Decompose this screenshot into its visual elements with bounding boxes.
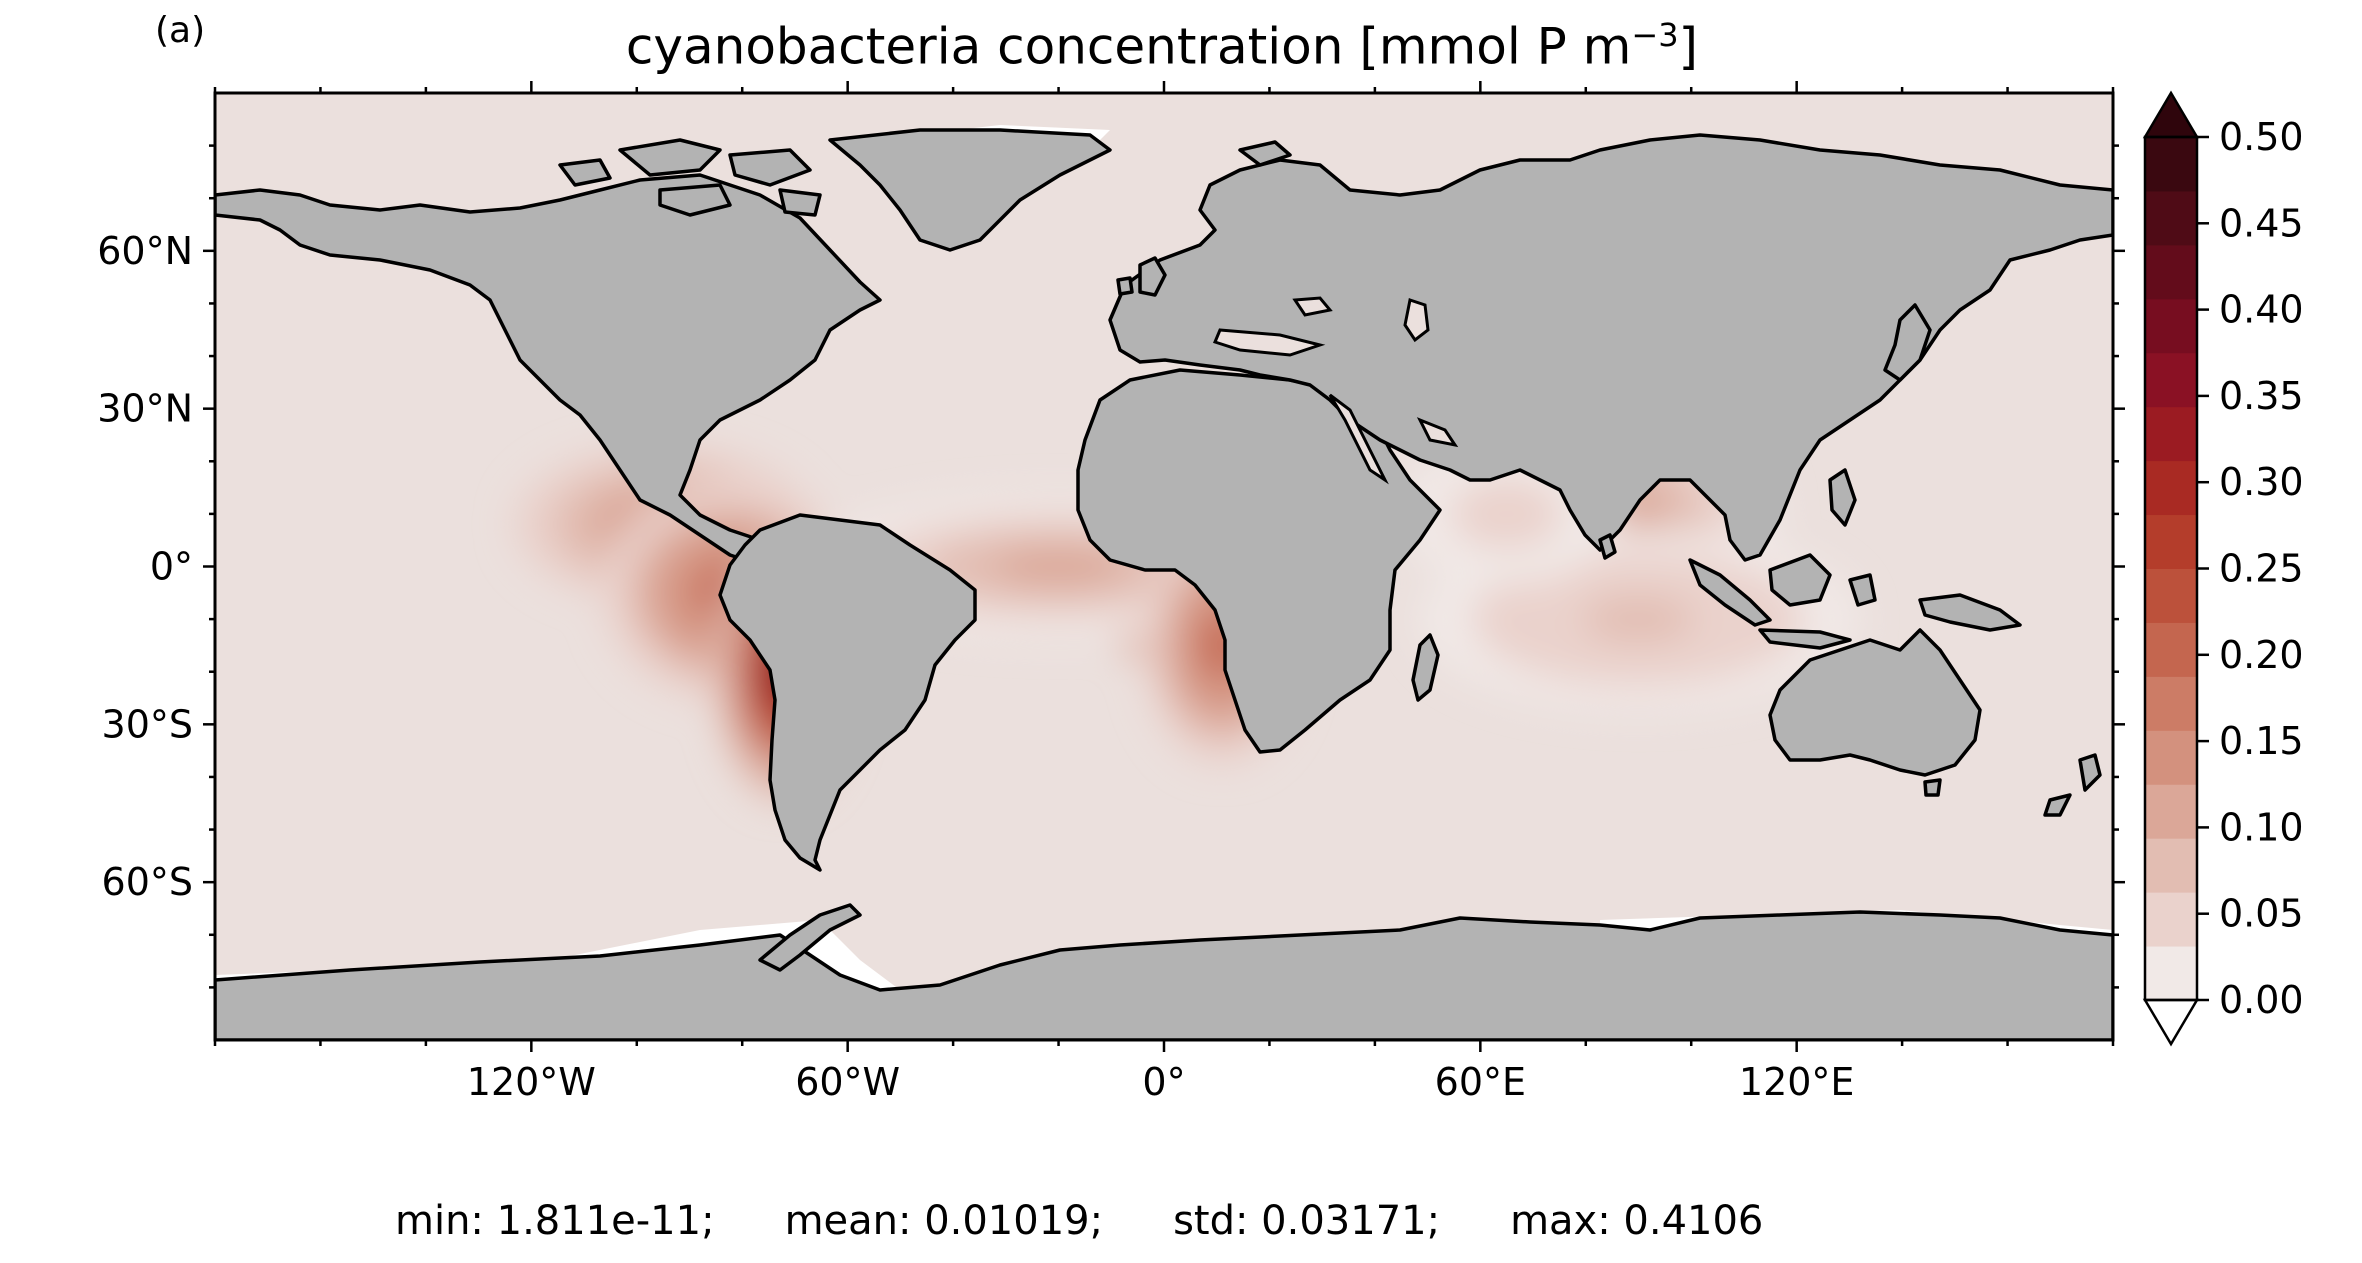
lon-tick-label: 120°W [467, 1060, 596, 1104]
colorbar-segment [2145, 298, 2197, 354]
colorbar-segment [2145, 622, 2197, 677]
greenland [828, 128, 1112, 252]
arctic-islands [558, 138, 822, 217]
axis-labels: 60°N 30°N 0° 30°S 60°S 120°W 60°W 0° 60°E 120°E [97, 229, 1854, 1104]
colorbar-tick-label: 0.40 [2219, 288, 2304, 332]
colorbar-segment [2145, 568, 2197, 623]
concentration-hotspot [1583, 596, 1694, 642]
colorbar-segment [2145, 838, 2197, 893]
colorbar-segment [2145, 244, 2197, 300]
british-isles [1116, 256, 1167, 297]
madagascar [1411, 633, 1440, 702]
colorbar-segment [2145, 946, 2197, 1001]
colorbar-segment [2145, 137, 2197, 192]
lat-tick-label: 30°S [102, 702, 193, 746]
japan [1883, 303, 1932, 382]
concentration-hotspot [993, 549, 1124, 584]
colorbar-segment [2145, 460, 2197, 516]
tasmania [1923, 778, 1942, 797]
stat-max: max: 0.4106 [1510, 1198, 1764, 1244]
colorbar-tick-label: 0.50 [2219, 115, 2304, 159]
stat-min: min: 1.811e-11; [395, 1198, 715, 1244]
new-guinea [1918, 593, 2022, 632]
lat-tick-label: 60°N [97, 229, 193, 273]
colorbar-tick-label: 0.30 [2219, 460, 2304, 504]
stat-std: std: 0.03171; [1173, 1198, 1441, 1244]
lon-tick-label: 60°W [795, 1060, 900, 1104]
inland-water [1212, 296, 1459, 485]
colorbar-segment [2145, 676, 2197, 731]
lon-tick-label: 120°E [1739, 1060, 1855, 1104]
colorbar-segment [2145, 784, 2197, 839]
title-exponent: −3 [1631, 16, 1679, 54]
south-america [718, 513, 977, 872]
colorbar-tick-label: 0.25 [2219, 547, 2304, 591]
map-area [215, 93, 2113, 1040]
colorbar-tick-label: 0.45 [2219, 201, 2304, 245]
axis-ticks [203, 81, 2125, 1052]
map-title: cyanobacteria concentration [mmol P m−3] [212, 16, 2112, 76]
lon-tick-label: 0° [1142, 1060, 1185, 1104]
colorbar-segment [2145, 406, 2197, 462]
philippines [1828, 468, 1857, 527]
australia [1768, 628, 1982, 777]
antarctic-peninsula [758, 903, 862, 972]
colorbar [2142, 90, 2200, 1047]
concentration-hotspot [1479, 496, 1535, 532]
lat-tick-label: 0° [150, 545, 193, 589]
colorbar-labels: 0.50 0.45 0.40 0.35 0.30 0.25 0.20 0.15 0.10 0.05… [2197, 115, 2304, 1022]
colorbar-tick-label: 0.20 [2219, 633, 2304, 677]
svalbard [1238, 140, 1292, 167]
colorbar-segment [2145, 730, 2197, 785]
stat-mean: mean: 0.01019; [784, 1198, 1104, 1244]
colorbar-tick-label: 0.10 [2219, 805, 2304, 849]
lat-tick-label: 60°S [102, 860, 193, 904]
antarctica [215, 910, 2113, 1040]
sri-lanka [1598, 533, 1617, 560]
colorbar-segment [2145, 352, 2197, 408]
colorbar-segment [2145, 892, 2197, 947]
summary-statistics: min: 1.811e-11; mean: 0.01019; std: 0.0317… [395, 1198, 1763, 1244]
colorbar-extend-max [2142, 90, 2200, 139]
colorbar-segment [2145, 190, 2197, 246]
land-masses [215, 128, 2113, 1040]
colorbar-tick-label: 0.15 [2219, 719, 2304, 763]
colorbar-extend-min [2142, 998, 2200, 1047]
lat-tick-label: 30°N [97, 387, 193, 431]
colorbar-tick-label: 0.35 [2219, 374, 2304, 418]
new-zealand [2043, 753, 2102, 817]
colorbar-segment [2145, 514, 2197, 569]
colorbar-tick-label: 0.05 [2219, 892, 2304, 936]
title-prefix: cyanobacteria concentration [mmol P m [625, 17, 1632, 76]
lon-tick-label: 60°E [1435, 1060, 1526, 1104]
panel-label: (a) [155, 10, 206, 51]
indonesia [1688, 553, 1877, 650]
colorbar-tick-label: 0.00 [2219, 978, 2304, 1022]
title-suffix: ] [1678, 17, 1699, 76]
north-america [215, 173, 882, 567]
